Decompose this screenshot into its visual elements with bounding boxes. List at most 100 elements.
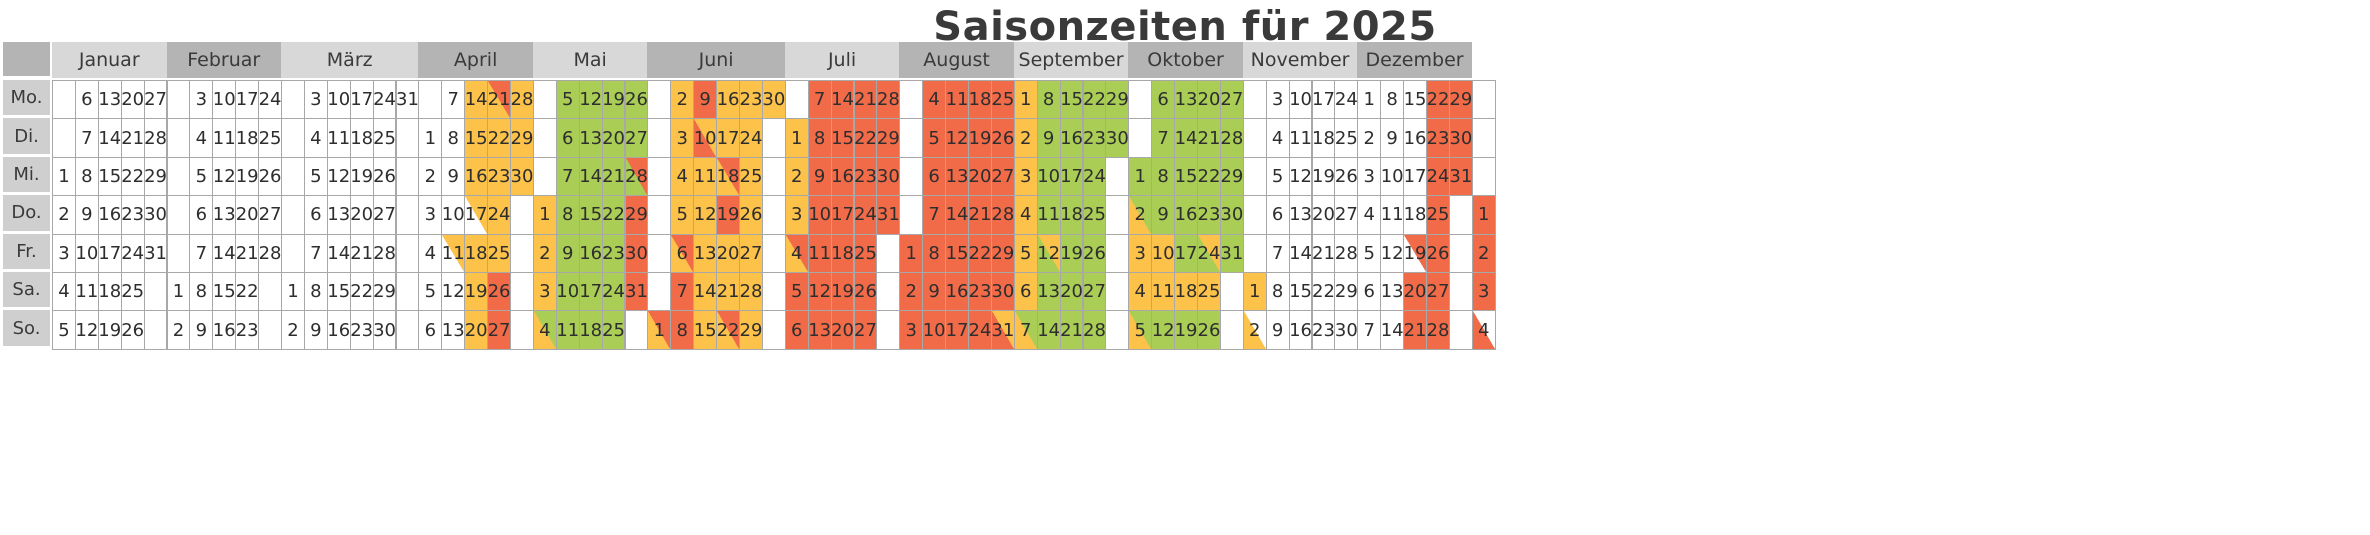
day-cell: 2 (281, 310, 305, 350)
day-number: 26 (1197, 319, 1221, 341)
day-cell: 24 (120, 233, 145, 273)
day-number: 11 (808, 242, 832, 264)
day-cell: 31 (876, 195, 901, 235)
day-cell: 29 (510, 118, 534, 158)
day-cell: 5 (555, 80, 580, 120)
day-cell: 13 (1380, 272, 1405, 312)
day-number: 21 (1312, 242, 1335, 264)
day-cell: 18 (830, 233, 855, 273)
day-cell: 22 (235, 272, 260, 312)
day-number: 18 (1312, 127, 1335, 149)
day-cell: 25 (1082, 195, 1107, 235)
day-number: 9 (1042, 127, 1055, 149)
day-number: 24 (373, 89, 396, 111)
day-cell: 21 (853, 80, 878, 120)
day-number: 3 (1478, 281, 1490, 303)
day-cell: 16 (464, 156, 489, 197)
day-cell: 23 (1197, 195, 1221, 235)
day-cell: 4 (532, 310, 557, 350)
day-number: 29 (991, 242, 1015, 264)
day-cell: 13 (807, 310, 832, 350)
day-number: 4 (1271, 127, 1284, 149)
day-number: 10 (556, 281, 580, 303)
day-cell: 9 (189, 310, 214, 350)
day-cell: 20 (120, 80, 145, 120)
day-cell: 8 (555, 195, 580, 235)
day-number: 20 (968, 165, 992, 187)
next-year-day-cell: 2 (1471, 233, 1496, 273)
day-cell: 1 (784, 118, 809, 158)
day-number: 16 (1060, 127, 1083, 149)
month-header: Dezember (1357, 42, 1472, 78)
day-number: 6 (562, 127, 574, 149)
day-cell: 2 (784, 156, 809, 197)
day-number: 5 (791, 281, 803, 303)
day-cell: 14 (1036, 310, 1061, 350)
day-cell: 9 (303, 310, 328, 350)
month-header: April (418, 42, 533, 78)
day-number: 13 (212, 204, 236, 226)
day-cell (1242, 118, 1267, 158)
day-number: 21 (121, 127, 145, 149)
day-number: 1 (172, 281, 185, 303)
day-cell (647, 156, 672, 197)
day-number: 2 (1478, 242, 1490, 264)
day-cell: 26 (120, 310, 145, 350)
day-cell: 28 (143, 118, 168, 158)
day-cell: 5 (670, 195, 695, 235)
day-cell (1242, 195, 1267, 235)
day-number: 5 (928, 127, 940, 149)
day-number: 29 (373, 281, 396, 303)
day-cell: 22 (1311, 272, 1336, 312)
day-number: 5 (1134, 319, 1146, 341)
day-cell (1128, 80, 1153, 120)
day-cell: 22 (120, 156, 145, 197)
day-number: 4 (676, 165, 688, 187)
day-cell: 28 (1334, 233, 1359, 273)
day-number: 14 (1380, 319, 1404, 341)
day-cell: 30 (1334, 310, 1359, 350)
day-cell (166, 156, 191, 197)
day-cell: 27 (853, 310, 878, 350)
day-number: 29 (510, 127, 534, 149)
day-cell: 25 (990, 80, 1015, 120)
day-number: 6 (1020, 281, 1032, 303)
day-cell: 21 (1403, 310, 1427, 350)
day-cell: 25 (1197, 272, 1221, 312)
day-cell (899, 80, 924, 120)
day-number: 5 (58, 319, 70, 341)
day-number: 16 (579, 242, 603, 264)
day-cell: 4 (670, 156, 695, 197)
day-number: 2 (1363, 127, 1375, 149)
day-cell: 11 (441, 233, 466, 273)
day-cell: 2 (532, 233, 557, 273)
day-cell: 16 (830, 156, 855, 197)
day-cell: 20 (1403, 272, 1427, 312)
month-header: Februar (166, 42, 281, 78)
day-cell: 31 (990, 310, 1015, 350)
day-number: 9 (447, 165, 459, 187)
day-number: 31 (1220, 242, 1244, 264)
day-cell: 28 (739, 272, 763, 312)
day-cell: 7 (1265, 233, 1290, 273)
day-cell: 15 (578, 195, 603, 235)
day-cell: 11 (212, 118, 237, 158)
day-number: 25 (373, 127, 396, 149)
day-number: 25 (1426, 204, 1450, 226)
day-cell: 25 (487, 233, 511, 273)
day-number: 28 (373, 242, 396, 264)
next-year-day-cell: 4 (1471, 310, 1496, 350)
day-cell: 12 (578, 80, 603, 120)
day-number: 13 (579, 127, 603, 149)
day-number: 11 (1151, 281, 1175, 303)
day-number: 2 (676, 89, 688, 111)
day-number: 4 (1478, 319, 1490, 341)
month-header: Mai (532, 42, 648, 78)
day-cell: 17 (945, 310, 969, 350)
day-cell: 25 (739, 156, 763, 197)
day-number: 26 (739, 204, 763, 226)
day-cell: 16 (578, 233, 603, 273)
day-cell: 17 (349, 80, 374, 120)
day-cell: 4 (189, 118, 214, 158)
day-cell: 20 (1059, 272, 1084, 312)
